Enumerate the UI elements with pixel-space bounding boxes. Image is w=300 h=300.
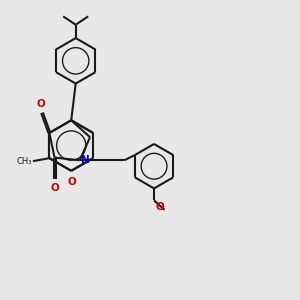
Text: O: O (50, 183, 59, 193)
Text: N: N (81, 155, 90, 165)
Text: O: O (68, 177, 76, 187)
Text: O: O (155, 202, 164, 212)
Text: O: O (36, 99, 45, 109)
Text: CH₃: CH₃ (16, 157, 32, 166)
